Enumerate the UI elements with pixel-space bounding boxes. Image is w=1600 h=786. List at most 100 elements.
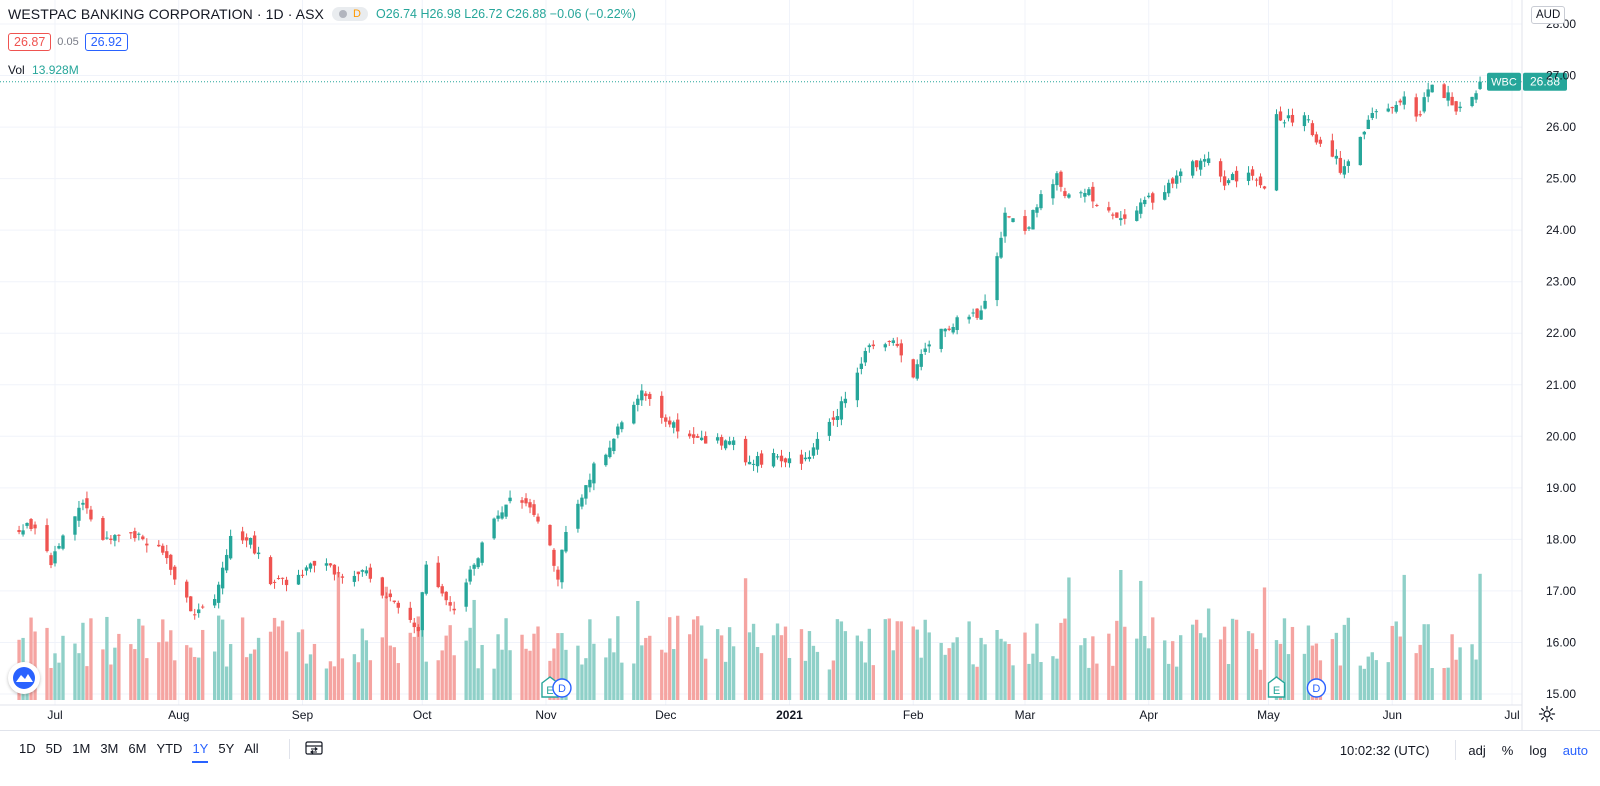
volume-bar	[1442, 668, 1446, 700]
price-tick-label: 16.00	[1546, 635, 1576, 649]
volume-bar	[101, 649, 105, 700]
volume-bar	[923, 619, 927, 700]
chart-logo[interactable]	[8, 662, 40, 694]
volume-bar	[803, 660, 808, 700]
candle-body	[384, 596, 388, 598]
candle-body	[887, 341, 891, 343]
volume-bar	[556, 633, 560, 700]
candle-body	[871, 344, 875, 347]
volume-bar	[967, 621, 971, 700]
volume-bar	[384, 586, 388, 700]
candle-body	[280, 577, 285, 579]
candle-body	[1179, 171, 1183, 177]
volume-bar	[1123, 626, 1127, 700]
volume-bar	[1418, 644, 1422, 700]
range-button-3m[interactable]: 3M	[100, 741, 119, 756]
volume-bar	[324, 668, 329, 700]
symbol-title[interactable]: WESTPAC BANKING CORPORATION · 1D · ASX	[8, 6, 324, 22]
volume-bar	[1039, 662, 1043, 700]
volume-bar	[1426, 624, 1430, 700]
candle-body	[268, 557, 273, 585]
candle-body	[620, 422, 624, 430]
candle-body	[999, 237, 1003, 258]
volume-bar	[1310, 645, 1315, 700]
volume-bar	[1430, 668, 1434, 700]
volume-bar	[1003, 641, 1007, 700]
volume-bar	[648, 635, 652, 700]
candle-body	[692, 434, 696, 438]
candle-body	[927, 344, 931, 347]
candle-body	[676, 419, 680, 432]
volume-bar	[185, 645, 189, 700]
volume-bar	[1278, 643, 1283, 700]
volume-bar	[1262, 587, 1267, 700]
time-axis: Jul Aug Sep Oct Nov Dec 2021 Feb Mar Apr May Jun Jul	[0, 704, 1522, 722]
candle-body	[360, 570, 365, 572]
volume-bar	[1067, 577, 1071, 700]
volume-bar	[356, 662, 361, 700]
bid-price[interactable]: 26.87	[8, 33, 52, 51]
candle-body	[508, 497, 512, 502]
volume-bar	[536, 626, 540, 700]
candle-body	[859, 363, 864, 370]
candle-body	[185, 581, 189, 598]
settings-gear-icon[interactable]	[1538, 705, 1556, 723]
range-button-5d[interactable]: 5D	[45, 741, 63, 756]
date-range-compare-icon[interactable]	[305, 740, 323, 756]
volume-bar	[57, 662, 61, 700]
currency-button[interactable]: AUD	[1531, 6, 1566, 24]
percent-scale-toggle[interactable]: %	[1501, 742, 1514, 758]
price-tick-label: 23.00	[1546, 275, 1576, 289]
candle-body	[448, 602, 452, 606]
volume-bar	[779, 635, 784, 700]
candle-body	[803, 457, 808, 460]
candle-body	[1111, 214, 1115, 216]
candle-body	[29, 519, 33, 529]
volume-bar	[1274, 640, 1279, 700]
volume-bar	[1143, 635, 1147, 700]
adjust-dividends-toggle[interactable]: adj	[1468, 742, 1486, 758]
volume-bar	[835, 619, 840, 700]
volume-bar	[727, 627, 732, 700]
candle-body	[252, 535, 257, 554]
data-status-pill[interactable]: D	[332, 7, 368, 21]
log-scale-toggle[interactable]: log	[1529, 742, 1547, 758]
auto-scale-toggle[interactable]: auto	[1562, 742, 1588, 758]
volume-bar	[1338, 665, 1343, 700]
range-button-1y[interactable]: 1Y	[187, 740, 213, 763]
volume-bar	[692, 619, 696, 700]
volume-bar	[580, 664, 584, 700]
range-button-1m[interactable]: 1M	[72, 741, 91, 756]
candle-body	[592, 463, 596, 484]
volume-bar	[280, 620, 285, 700]
price-tick-label: 15.00	[1546, 687, 1576, 701]
price-candles	[17, 76, 1482, 637]
ask-price[interactable]: 26.92	[84, 33, 128, 51]
last-price-axis-tag	[1523, 72, 1567, 91]
toolbar-right: 10:02:32 (UTC) adj % log auto	[1340, 740, 1600, 760]
volume-bar	[1394, 621, 1398, 700]
range-button-all[interactable]: All	[244, 741, 259, 756]
candle-body	[1290, 114, 1295, 123]
range-button-5y[interactable]: 5Y	[218, 741, 235, 756]
candle-body	[1063, 191, 1067, 197]
volume-bar	[1115, 620, 1119, 700]
range-button-6m[interactable]: 6M	[128, 741, 147, 756]
candle-body	[472, 564, 476, 569]
volume-bar	[787, 657, 792, 700]
volume-bar	[520, 634, 524, 700]
utc-clock[interactable]: 10:02:32 (UTC)	[1339, 742, 1430, 758]
candle-body	[723, 440, 728, 449]
range-button-1d[interactable]: 1D	[19, 741, 36, 756]
low-label: L	[464, 7, 472, 21]
candle-body	[101, 517, 105, 540]
candle-body	[1370, 113, 1374, 118]
candle-body	[1478, 81, 1482, 89]
volume-bar	[895, 621, 899, 700]
candle-body	[979, 310, 983, 320]
volume-bar	[1366, 656, 1370, 700]
candle-body	[1442, 84, 1446, 99]
range-button-ytd[interactable]: YTD	[156, 741, 183, 756]
